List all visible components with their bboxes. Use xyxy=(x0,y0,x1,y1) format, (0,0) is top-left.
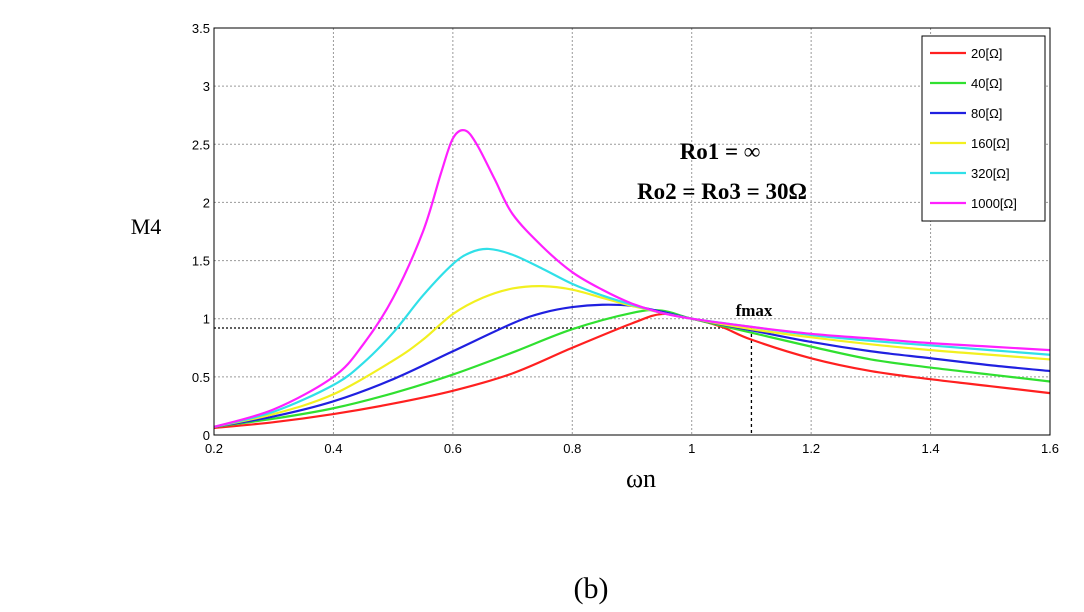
x-tick-label: 1.2 xyxy=(802,441,820,456)
legend-label: 1000[Ω] xyxy=(971,196,1017,211)
x-tick-label: 1 xyxy=(688,441,695,456)
plot-frame xyxy=(213,27,1051,436)
x-tick-label: 0.6 xyxy=(444,441,462,456)
legend-label: 40[Ω] xyxy=(971,76,1002,91)
legend-label: 80[Ω] xyxy=(971,106,1002,121)
y-tick-label: 3.5 xyxy=(192,21,210,36)
x-tick-label: 0.4 xyxy=(324,441,342,456)
legend: 20[Ω] 40[Ω] 80[Ω] 160[Ω] 320[Ω] 1000[Ω] xyxy=(921,35,1046,222)
y-tick-label: 1.5 xyxy=(192,254,210,269)
annotation-fmax: fmax xyxy=(736,301,773,320)
y-tick-label: 0.5 xyxy=(192,370,210,385)
legend-box xyxy=(921,35,1046,222)
series-line-2 xyxy=(213,303,1051,428)
y-tick-label: 1 xyxy=(203,312,210,327)
annotation-ro2-ro3: Ro2 = Ro3 = 30Ω xyxy=(637,179,807,204)
y-tick-label: 2 xyxy=(203,195,210,210)
x-tick-label: 0.2 xyxy=(205,441,223,456)
y-axis-label: M4 xyxy=(131,214,162,239)
annotation-ro1: Ro1 = ∞ xyxy=(680,139,761,164)
x-tick-label: 1.4 xyxy=(922,441,940,456)
y-tick-label: 3 xyxy=(203,79,210,94)
series-group xyxy=(213,129,1051,430)
series-line-5 xyxy=(213,129,1051,428)
series-line-3 xyxy=(213,285,1051,428)
x-tick-label: 0.8 xyxy=(563,441,581,456)
series-line-4 xyxy=(213,247,1051,428)
y-tick-label: 2.5 xyxy=(192,137,210,152)
x-axis-label: ωn xyxy=(626,464,656,493)
figure-caption: (b) xyxy=(574,572,609,605)
reference-lines xyxy=(214,327,753,435)
legend-label: 20[Ω] xyxy=(971,46,1002,61)
legend-label: 160[Ω] xyxy=(971,136,1010,151)
x-tick-labels: 0.2 0.4 0.6 0.8 1 1.2 1.4 1.6 xyxy=(205,441,1059,456)
y-tick-label: 0 xyxy=(203,428,210,443)
x-tick-label: 1.6 xyxy=(1041,441,1059,456)
grid xyxy=(214,28,1050,435)
plot-area xyxy=(214,28,1050,435)
legend-label: 320[Ω] xyxy=(971,166,1010,181)
y-tick-labels: 0 0.5 1 1.5 2 2.5 3 3.5 xyxy=(192,21,210,443)
series-line-0 xyxy=(213,312,1051,430)
